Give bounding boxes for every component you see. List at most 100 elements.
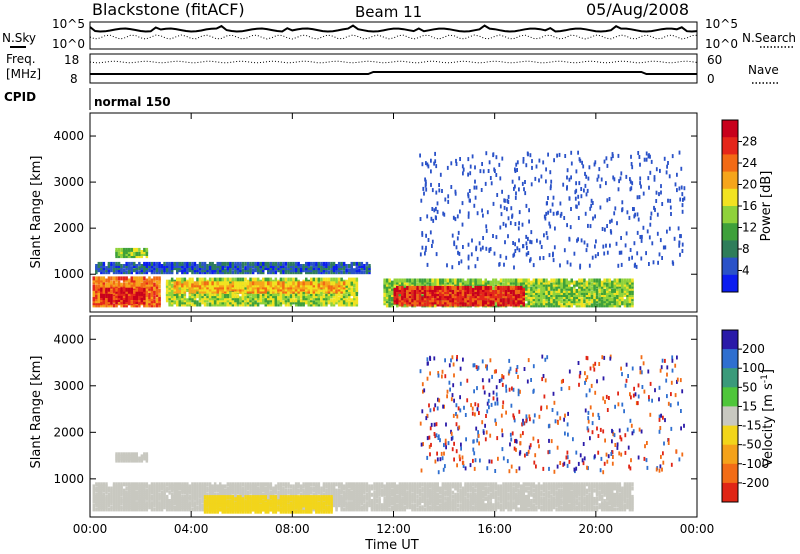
- power-cell: [246, 302, 250, 307]
- power-cell: [456, 302, 460, 307]
- power-cell: [117, 266, 121, 271]
- velocity-cell: [211, 492, 214, 497]
- power-cell: [153, 303, 156, 308]
- power-cell: [299, 266, 303, 271]
- power-cell: [170, 261, 174, 266]
- power-cell: [631, 295, 634, 300]
- power-cell: [229, 279, 232, 284]
- power-cell: [585, 192, 588, 197]
- power-cell: [262, 300, 265, 305]
- power-cell: [570, 278, 573, 283]
- power-cell: [198, 289, 202, 294]
- power-cell: [138, 282, 141, 287]
- power-cell: [418, 298, 422, 303]
- power-cell: [330, 264, 333, 268]
- power-cell: [413, 300, 417, 305]
- velocity-cell: [170, 505, 174, 510]
- power-cell: [466, 292, 470, 297]
- power-cell: [459, 294, 462, 299]
- power-cell: [512, 278, 515, 283]
- power-cell: [170, 277, 174, 282]
- power-cell: [467, 211, 470, 216]
- power-cell: [530, 295, 533, 300]
- power-cell: [241, 287, 245, 292]
- power-cell: [439, 294, 442, 299]
- power-cell: [648, 262, 650, 266]
- power-cell: [317, 287, 321, 292]
- power-cell: [143, 261, 146, 266]
- power-cell: [680, 234, 682, 239]
- power-cell: [578, 291, 581, 295]
- power-cell: [507, 280, 510, 285]
- power-cell: [524, 180, 526, 184]
- power-cell: [416, 296, 419, 301]
- velocity-cell: [183, 486, 187, 491]
- power-cell: [112, 266, 116, 271]
- power-cell: [196, 300, 199, 305]
- power-cell: [446, 278, 450, 283]
- power-cell: [439, 300, 442, 305]
- power-cell: [279, 287, 283, 292]
- power-cell: [289, 266, 293, 271]
- velocity-cell: [115, 499, 118, 503]
- power-cell: [107, 300, 111, 305]
- power-cell: [246, 294, 250, 299]
- velocity-cell: [92, 488, 95, 493]
- power-cell: [150, 282, 154, 287]
- power-cell: [211, 300, 214, 305]
- power-cell: [181, 261, 184, 266]
- velocity-cell: [138, 505, 141, 510]
- power-cell: [305, 277, 308, 282]
- power-cell: [97, 266, 101, 271]
- velocity-cell: [122, 482, 126, 487]
- power-cell: [322, 266, 326, 271]
- power-cell: [450, 161, 453, 166]
- power-cell: [401, 280, 404, 285]
- power-cell: [520, 282, 523, 287]
- power-cell: [332, 268, 336, 273]
- velocity-cell: [92, 507, 95, 512]
- velocity-cell: [105, 482, 108, 487]
- velocity-cell: [183, 499, 187, 503]
- velocity-cell: [234, 490, 237, 495]
- power-cell: [145, 278, 149, 283]
- power-cell: [667, 161, 669, 165]
- power-cell: [583, 295, 586, 300]
- power-cell: [350, 302, 353, 307]
- power-cell: [143, 298, 146, 303]
- power-cell: [224, 287, 227, 292]
- power-cell: [600, 295, 604, 300]
- power-cell: [150, 266, 154, 271]
- velocity-cell: [160, 486, 164, 491]
- velocity-cell: [127, 499, 131, 503]
- power-cell: [302, 302, 305, 307]
- power-cell: [292, 283, 295, 288]
- power-cell: [469, 164, 472, 169]
- power-cell: [244, 296, 247, 301]
- power-cell: [332, 294, 336, 299]
- power-cell: [176, 261, 179, 266]
- power-cell: [575, 188, 578, 193]
- power-cell: [535, 291, 538, 295]
- power-cell: [535, 278, 538, 283]
- power-cell: [577, 150, 579, 155]
- power-cell: [525, 280, 528, 285]
- power-cell: [469, 294, 472, 299]
- power-cell: [165, 296, 169, 301]
- power-cell: [406, 285, 409, 290]
- velocity-cell: [193, 482, 197, 487]
- velocity-cell: [155, 501, 159, 506]
- power-cell: [552, 211, 555, 216]
- power-cell: [264, 294, 267, 299]
- power-cell: [213, 287, 217, 292]
- power-cell: [408, 278, 412, 283]
- power-cell: [110, 286, 113, 291]
- power-cell: [310, 281, 313, 286]
- power-cell: [92, 303, 95, 308]
- power-cell: [494, 278, 498, 283]
- velocity-cell: [102, 486, 106, 491]
- power-cell: [439, 278, 442, 283]
- power-cell: [178, 296, 181, 301]
- power-cell: [563, 291, 566, 295]
- power-cell: [249, 264, 252, 268]
